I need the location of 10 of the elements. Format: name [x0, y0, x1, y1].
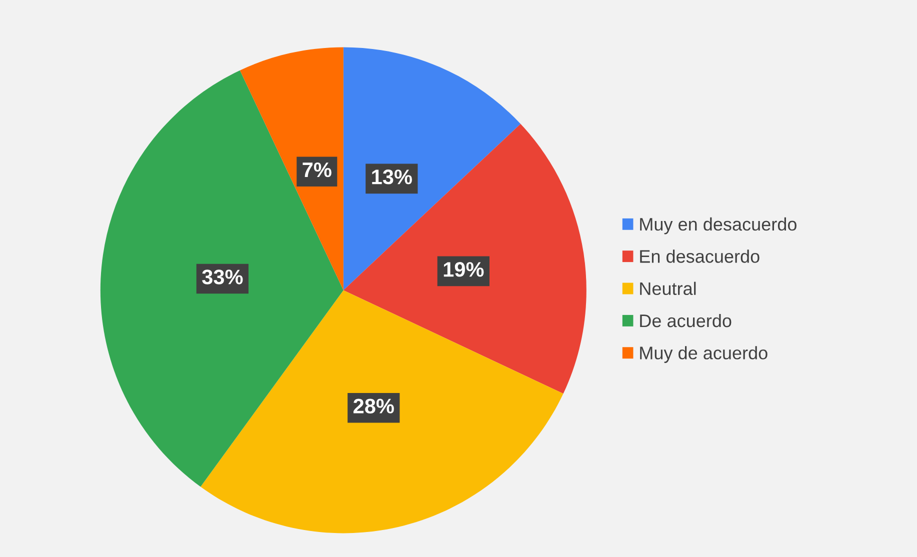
legend-label: Neutral: [640, 282, 696, 296]
legend-label: Muy en desacuerdo: [640, 217, 796, 234]
data-label: 28%: [354, 398, 394, 414]
legend-label: En desacuerdo: [640, 250, 760, 263]
data-label: 7%: [302, 162, 332, 178]
data-label: 19%: [444, 262, 484, 277]
data-label: 33%: [202, 270, 243, 284]
legend-label: Muy de acuerdo: [640, 346, 768, 363]
legend-label: De acuerdo: [640, 314, 732, 328]
data-label: 13%: [372, 170, 412, 184]
